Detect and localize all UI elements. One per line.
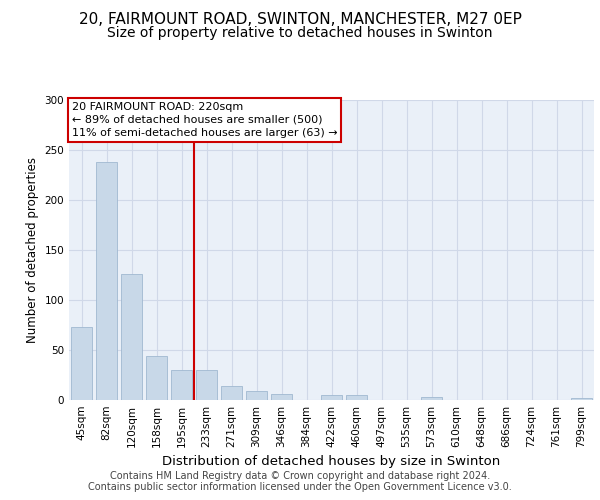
- Bar: [221, 386, 242, 400]
- Bar: [246, 391, 267, 400]
- Bar: [196, 370, 217, 400]
- Text: 20, FAIRMOUNT ROAD, SWINTON, MANCHESTER, M27 0EP: 20, FAIRMOUNT ROAD, SWINTON, MANCHESTER,…: [79, 12, 521, 28]
- Y-axis label: Number of detached properties: Number of detached properties: [26, 157, 39, 343]
- Bar: [571, 398, 592, 400]
- Text: Size of property relative to detached houses in Swinton: Size of property relative to detached ho…: [107, 26, 493, 40]
- Bar: [171, 370, 192, 400]
- Bar: [96, 162, 117, 400]
- Bar: [346, 395, 367, 400]
- Bar: [146, 356, 167, 400]
- Bar: [421, 397, 442, 400]
- Bar: [71, 327, 92, 400]
- Text: 20 FAIRMOUNT ROAD: 220sqm
← 89% of detached houses are smaller (500)
11% of semi: 20 FAIRMOUNT ROAD: 220sqm ← 89% of detac…: [71, 102, 337, 138]
- Bar: [121, 274, 142, 400]
- Bar: [271, 394, 292, 400]
- Text: Contains HM Land Registry data © Crown copyright and database right 2024.
Contai: Contains HM Land Registry data © Crown c…: [88, 471, 512, 492]
- Bar: [321, 395, 342, 400]
- X-axis label: Distribution of detached houses by size in Swinton: Distribution of detached houses by size …: [163, 456, 500, 468]
